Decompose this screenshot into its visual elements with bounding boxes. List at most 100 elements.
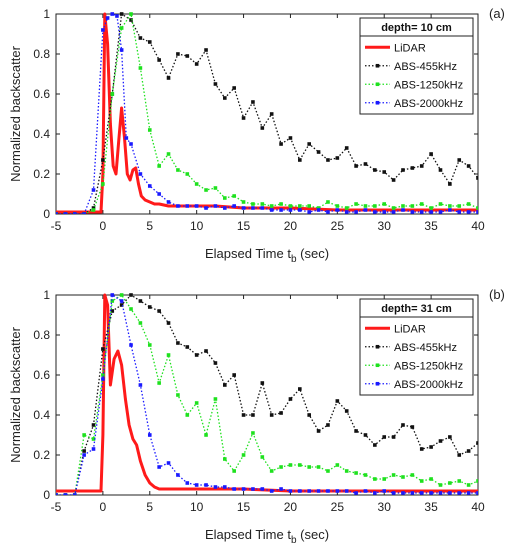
data-point-abs-2000khz bbox=[91, 188, 96, 192]
series-line-abs-455khz bbox=[56, 12, 478, 214]
data-point-abs-455khz bbox=[101, 158, 105, 162]
data-point-abs-455khz bbox=[429, 152, 433, 156]
data-point-abs-2000khz bbox=[119, 299, 124, 303]
data-point-abs-455khz bbox=[194, 62, 199, 66]
data-point-abs-1250khz bbox=[147, 343, 152, 347]
legend-label-abs-1250khz: ABS-1250kHz bbox=[394, 360, 463, 372]
data-point-abs-2000khz bbox=[307, 210, 311, 214]
data-point-abs-2000khz bbox=[157, 192, 161, 196]
data-point-abs-1250khz bbox=[373, 477, 377, 481]
series-group bbox=[56, 293, 478, 495]
legend: depth= 10 cm LiDAR ABS-455kHz ABS-1250kHz AB… bbox=[359, 17, 474, 115]
data-point-abs-2000khz bbox=[269, 208, 274, 212]
data-point-abs-1250khz bbox=[335, 463, 340, 467]
data-point-abs-1250khz bbox=[344, 206, 349, 210]
data-point-abs-455khz bbox=[166, 76, 171, 80]
data-point-abs-2000khz bbox=[419, 210, 424, 214]
data-point-abs-455khz bbox=[157, 58, 161, 62]
x-tick-label: 25 bbox=[331, 500, 345, 514]
legend-marker-abs-455khz bbox=[375, 344, 380, 349]
legend-marker-abs-455khz bbox=[375, 63, 380, 68]
data-point-abs-2000khz bbox=[316, 208, 321, 212]
data-point-abs-455khz bbox=[448, 182, 452, 186]
data-point-abs-1250khz bbox=[232, 469, 236, 473]
x-tick-label: 15 bbox=[237, 219, 251, 233]
y-tick-label: 1 bbox=[43, 288, 50, 302]
series-line-lidar bbox=[56, 12, 478, 214]
x-tick-label: 15 bbox=[237, 500, 251, 514]
data-point-abs-455khz bbox=[326, 423, 330, 427]
data-point-abs-1250khz bbox=[448, 481, 452, 485]
data-point-abs-455khz bbox=[241, 413, 246, 417]
data-point-abs-2000khz bbox=[194, 483, 199, 487]
data-point-abs-455khz bbox=[204, 349, 208, 353]
legend-marker-abs-2000khz bbox=[375, 381, 380, 386]
data-point-abs-455khz bbox=[176, 341, 180, 345]
data-point-abs-455khz bbox=[147, 305, 152, 309]
data-point-abs-1250khz bbox=[119, 293, 124, 297]
data-point-abs-455khz bbox=[410, 166, 415, 170]
data-point-abs-2000khz bbox=[298, 489, 302, 493]
data-point-abs-2000khz bbox=[101, 377, 105, 381]
data-point-abs-1250khz bbox=[401, 475, 405, 479]
data-point-abs-1250khz bbox=[241, 200, 246, 204]
series-line-abs-455khz bbox=[56, 294, 478, 495]
data-point-abs-455khz bbox=[157, 309, 161, 313]
data-point-abs-455khz bbox=[213, 361, 218, 365]
data-point-abs-2000khz bbox=[429, 210, 433, 214]
data-point-abs-455khz bbox=[194, 353, 199, 357]
data-point-abs-1250khz bbox=[466, 202, 471, 206]
data-point-abs-1250khz bbox=[382, 202, 387, 206]
data-point-abs-455khz bbox=[82, 449, 86, 453]
data-point-abs-2000khz bbox=[391, 491, 396, 495]
data-point-abs-1250khz bbox=[251, 202, 255, 206]
data-point-abs-2000khz bbox=[288, 208, 293, 212]
data-point-abs-455khz bbox=[129, 18, 133, 22]
data-point-abs-455khz bbox=[466, 449, 471, 453]
legend-label-abs-455khz: ABS-455kHz bbox=[394, 61, 457, 73]
data-point-abs-1250khz bbox=[204, 188, 208, 192]
data-point-abs-2000khz bbox=[56, 493, 58, 495]
x-tick-label: 40 bbox=[471, 219, 485, 233]
data-point-abs-1250khz bbox=[101, 182, 105, 186]
data-point-abs-455khz bbox=[354, 429, 358, 433]
y-tick-label: 0.8 bbox=[33, 47, 50, 61]
data-point-abs-2000khz bbox=[110, 293, 115, 297]
x-tick-label: 20 bbox=[284, 219, 298, 233]
legend-title: depth= 31 cm bbox=[381, 303, 452, 315]
data-point-abs-1250khz bbox=[91, 208, 96, 212]
data-point-abs-2000khz bbox=[335, 489, 340, 493]
data-point-abs-1250khz bbox=[316, 206, 321, 210]
series-line-abs-1250khz bbox=[56, 12, 478, 214]
data-point-abs-455khz bbox=[344, 409, 349, 413]
data-point-abs-455khz bbox=[354, 164, 358, 168]
data-point-abs-455khz bbox=[279, 142, 283, 146]
data-point-abs-1250khz bbox=[419, 202, 424, 206]
x-tick-label: 0 bbox=[100, 219, 107, 233]
data-point-abs-1250khz bbox=[429, 477, 433, 481]
x-tick-label: 5 bbox=[146, 500, 153, 514]
data-point-abs-2000khz bbox=[72, 493, 77, 495]
data-point-abs-455khz bbox=[260, 126, 265, 130]
data-point-abs-2000khz bbox=[213, 485, 218, 489]
data-point-abs-455khz bbox=[410, 425, 415, 429]
data-point-abs-1250khz bbox=[382, 477, 387, 481]
data-point-abs-455khz bbox=[185, 345, 190, 349]
data-point-abs-455khz bbox=[373, 443, 377, 447]
data-point-abs-1250khz bbox=[476, 206, 478, 210]
data-point-abs-1250khz bbox=[279, 465, 283, 469]
series-line-abs-2000khz bbox=[56, 293, 478, 495]
data-point-abs-2000khz bbox=[410, 491, 415, 495]
data-point-abs-2000khz bbox=[138, 383, 143, 387]
data-point-abs-1250khz bbox=[466, 483, 471, 487]
data-point-abs-2000khz bbox=[213, 204, 218, 208]
data-point-abs-455khz bbox=[204, 48, 208, 52]
data-point-abs-1250khz bbox=[316, 465, 321, 469]
data-point-abs-455khz bbox=[438, 168, 443, 172]
data-point-abs-2000khz bbox=[147, 433, 152, 437]
data-point-abs-2000khz bbox=[279, 487, 283, 491]
data-point-abs-2000khz bbox=[438, 491, 443, 495]
y-tick-label: 0.6 bbox=[33, 87, 50, 101]
data-point-abs-2000khz bbox=[232, 487, 236, 491]
